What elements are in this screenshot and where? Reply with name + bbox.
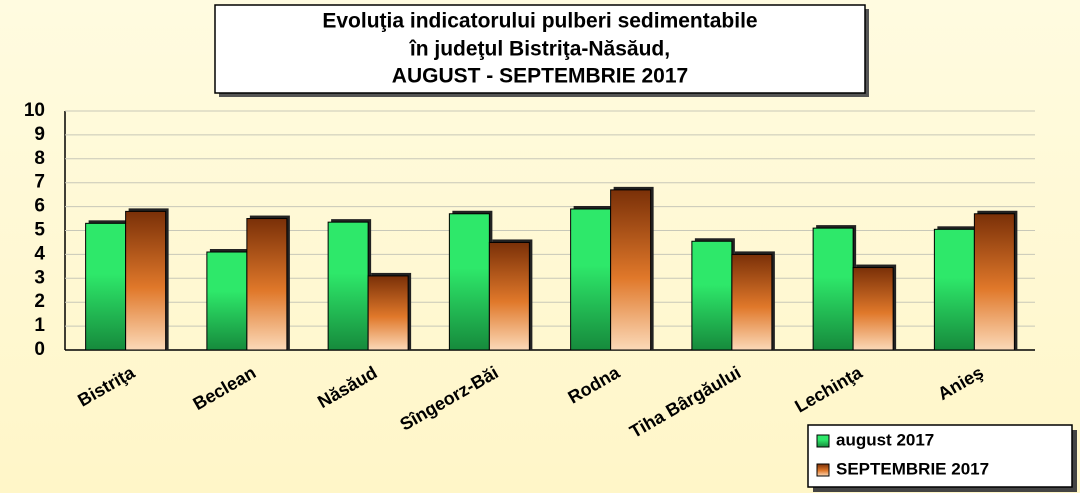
bar bbox=[85, 222, 127, 351]
bar bbox=[367, 275, 409, 351]
legend-swatch bbox=[816, 434, 830, 448]
chart-title: AUGUST - SEPTEMBRIE 2017 bbox=[392, 65, 688, 88]
y-tick-label: 7 bbox=[34, 172, 45, 193]
bar bbox=[206, 251, 248, 351]
legend-label: august 2017 bbox=[836, 430, 934, 449]
bar bbox=[731, 253, 773, 351]
y-tick-label: 0 bbox=[34, 339, 45, 360]
legend-label: SEPTEMBRIE 2017 bbox=[836, 459, 989, 478]
y-tick-label: 9 bbox=[34, 124, 45, 145]
bar bbox=[610, 189, 652, 351]
legend bbox=[807, 424, 1073, 488]
chart-title: în judeţul Bistriţa-Năsăud, bbox=[409, 38, 670, 61]
y-tick-label: 1 bbox=[34, 315, 45, 336]
bar bbox=[691, 240, 733, 351]
y-tick-label: 8 bbox=[34, 148, 45, 169]
y-tick-label: 5 bbox=[34, 220, 45, 241]
bar bbox=[327, 221, 369, 351]
bar bbox=[973, 213, 1015, 351]
y-tick-label: 6 bbox=[34, 196, 45, 217]
bar bbox=[125, 210, 167, 351]
bar bbox=[933, 228, 975, 351]
bar bbox=[488, 241, 530, 351]
legend-swatch bbox=[816, 463, 830, 477]
chart-title: Evoluţia indicatorului pulberi sedimenta… bbox=[322, 10, 757, 33]
bar bbox=[852, 267, 894, 351]
y-tick-label: 4 bbox=[34, 243, 45, 264]
bar bbox=[570, 208, 612, 351]
bar bbox=[812, 227, 854, 351]
bar bbox=[448, 213, 490, 351]
y-tick-label: 3 bbox=[34, 267, 45, 288]
title-box bbox=[214, 4, 866, 94]
y-tick-label: 10 bbox=[24, 100, 45, 121]
y-tick-label: 2 bbox=[34, 291, 45, 312]
bar bbox=[246, 218, 288, 351]
